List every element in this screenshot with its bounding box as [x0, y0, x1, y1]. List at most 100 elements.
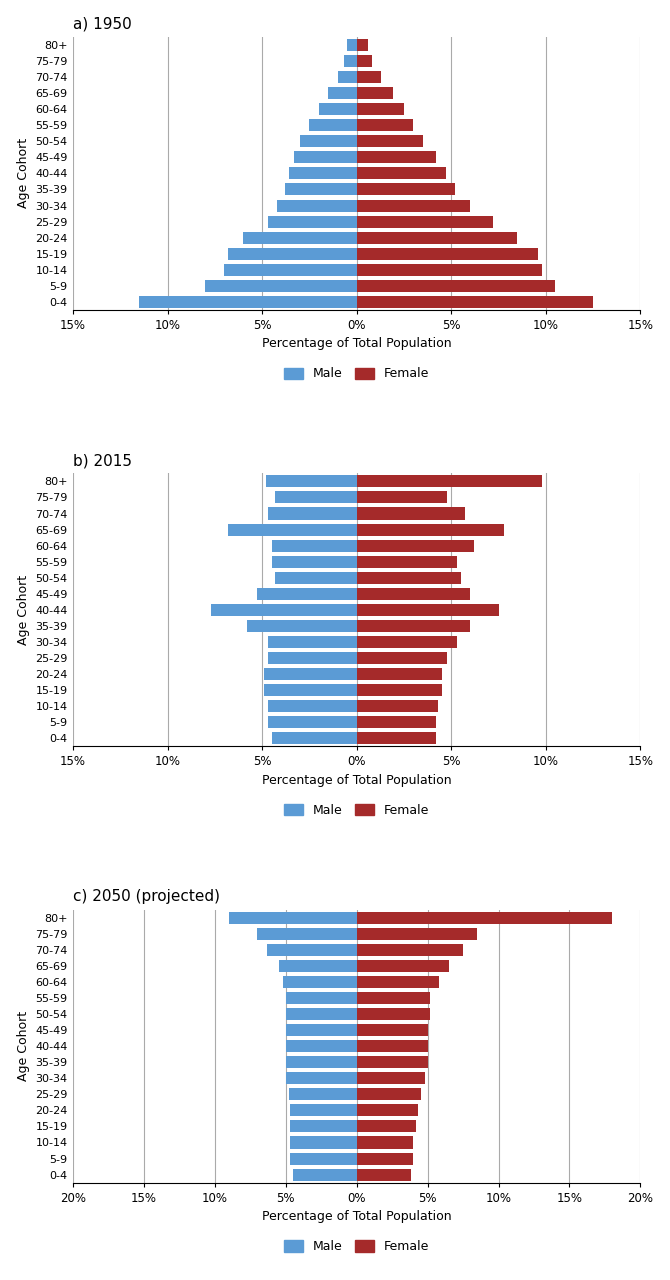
- Bar: [356, 1056, 427, 1069]
- Bar: [356, 87, 393, 99]
- Y-axis label: Age Cohort: Age Cohort: [17, 138, 29, 209]
- Bar: [356, 168, 446, 179]
- Bar: [310, 119, 356, 132]
- Bar: [356, 911, 612, 924]
- Bar: [290, 1105, 356, 1116]
- Bar: [268, 215, 356, 228]
- Bar: [224, 264, 356, 275]
- Bar: [356, 1169, 411, 1180]
- Bar: [286, 1056, 356, 1069]
- Bar: [257, 588, 356, 600]
- Text: a) 1950: a) 1950: [73, 17, 132, 32]
- Bar: [356, 540, 474, 552]
- Bar: [356, 38, 368, 51]
- Bar: [356, 524, 505, 535]
- Bar: [206, 280, 356, 292]
- Bar: [356, 1073, 425, 1084]
- Bar: [257, 928, 356, 940]
- Bar: [356, 492, 448, 503]
- Bar: [356, 652, 448, 664]
- Bar: [286, 1024, 356, 1037]
- Bar: [290, 1152, 356, 1165]
- Bar: [356, 943, 463, 956]
- Bar: [356, 928, 477, 940]
- Bar: [268, 652, 356, 664]
- Bar: [356, 556, 457, 567]
- Bar: [290, 1137, 356, 1148]
- Bar: [356, 1152, 413, 1165]
- Bar: [286, 1009, 356, 1020]
- Bar: [264, 668, 356, 680]
- Bar: [356, 668, 442, 680]
- Text: c) 2050 (projected): c) 2050 (projected): [73, 890, 220, 905]
- Bar: [356, 247, 538, 260]
- Bar: [356, 960, 449, 972]
- Bar: [294, 151, 356, 164]
- Bar: [290, 1120, 356, 1133]
- Bar: [283, 975, 356, 988]
- Bar: [228, 247, 356, 260]
- Bar: [356, 151, 436, 164]
- Bar: [356, 280, 555, 292]
- Bar: [356, 1137, 413, 1148]
- Bar: [356, 588, 470, 600]
- Bar: [356, 200, 470, 211]
- Bar: [266, 475, 356, 488]
- Bar: [268, 507, 356, 520]
- Bar: [356, 136, 423, 147]
- Bar: [356, 1009, 431, 1020]
- Bar: [356, 475, 542, 488]
- Bar: [356, 992, 431, 1004]
- Bar: [356, 572, 461, 584]
- Bar: [356, 620, 470, 632]
- Bar: [347, 38, 356, 51]
- Bar: [338, 72, 356, 83]
- Bar: [293, 1169, 356, 1180]
- Bar: [289, 168, 356, 179]
- Bar: [356, 636, 457, 648]
- Bar: [356, 975, 439, 988]
- Bar: [356, 119, 413, 132]
- Bar: [356, 183, 455, 196]
- Bar: [268, 716, 356, 728]
- Bar: [286, 992, 356, 1004]
- Bar: [356, 104, 404, 115]
- Legend: Male, Female: Male, Female: [279, 362, 434, 385]
- Bar: [285, 183, 356, 196]
- Legend: Male, Female: Male, Female: [279, 1235, 434, 1258]
- Bar: [268, 700, 356, 712]
- Y-axis label: Age Cohort: Age Cohort: [17, 1011, 29, 1082]
- Bar: [356, 732, 436, 744]
- Bar: [271, 540, 356, 552]
- Y-axis label: Age Cohort: Age Cohort: [17, 575, 29, 645]
- Bar: [356, 716, 436, 728]
- Bar: [139, 296, 356, 307]
- Bar: [271, 556, 356, 567]
- Bar: [356, 1105, 417, 1116]
- X-axis label: Percentage of Total Population: Percentage of Total Population: [262, 338, 452, 351]
- Bar: [229, 911, 356, 924]
- Bar: [300, 136, 356, 147]
- Bar: [356, 1041, 427, 1052]
- Text: b) 2015: b) 2015: [73, 453, 132, 468]
- Bar: [271, 732, 356, 744]
- Bar: [356, 684, 442, 696]
- Bar: [356, 604, 498, 616]
- Bar: [275, 572, 356, 584]
- Bar: [356, 232, 517, 243]
- Bar: [356, 507, 464, 520]
- Bar: [356, 1088, 421, 1101]
- Bar: [356, 700, 438, 712]
- Bar: [289, 1088, 356, 1101]
- Bar: [356, 1120, 416, 1133]
- Bar: [356, 264, 542, 275]
- X-axis label: Percentage of Total Population: Percentage of Total Population: [262, 1210, 452, 1224]
- Bar: [356, 1024, 427, 1037]
- Bar: [264, 684, 356, 696]
- Bar: [319, 104, 356, 115]
- Bar: [356, 72, 381, 83]
- Bar: [344, 55, 356, 67]
- Bar: [356, 55, 372, 67]
- Bar: [286, 1041, 356, 1052]
- Bar: [247, 620, 356, 632]
